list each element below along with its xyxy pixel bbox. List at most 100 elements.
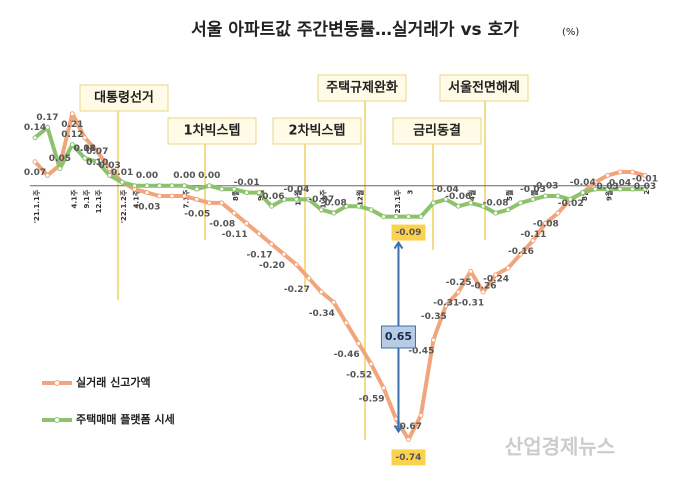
data-label: 0.03	[597, 182, 619, 192]
data-label: -0.26	[471, 281, 497, 291]
point	[32, 159, 38, 165]
point	[605, 186, 611, 192]
event-box	[317, 74, 407, 102]
event-label: 대통령선거	[94, 90, 154, 106]
point	[580, 190, 586, 196]
point	[293, 196, 299, 202]
event-label: 1차빅스텝	[184, 123, 241, 139]
point	[156, 183, 162, 189]
point	[269, 241, 275, 247]
data-label: -0.04	[283, 185, 309, 195]
point	[567, 196, 573, 202]
point	[405, 214, 411, 220]
data-label: -0.08	[321, 199, 347, 209]
data-label: 0.14	[74, 144, 96, 154]
data-label: -0.11	[520, 230, 546, 240]
event-box	[439, 74, 529, 102]
data-label: 0.01	[111, 168, 133, 178]
point	[343, 320, 349, 326]
data-label: 0.12	[61, 130, 83, 140]
data-label: -0.03	[532, 182, 558, 192]
x-tick-label: 5월	[505, 190, 514, 201]
point	[356, 203, 362, 209]
event-box	[272, 117, 362, 145]
data-label: 0.08	[74, 144, 96, 154]
point	[356, 340, 362, 346]
point	[231, 186, 237, 192]
data-label: -0.16	[508, 247, 534, 257]
x-tick-label: 4.1주	[133, 189, 141, 208]
x-tick-label: 9월	[605, 190, 614, 201]
data-label: -0.20	[259, 261, 285, 271]
point	[455, 289, 461, 295]
data-label: -0.08	[533, 220, 559, 230]
data-label: -0.06	[259, 192, 285, 202]
point	[169, 193, 175, 199]
data-label: -0.35	[421, 312, 447, 322]
point	[69, 111, 75, 117]
x-tick-label: 4.1주	[70, 189, 78, 208]
data-label: -0.09	[395, 228, 421, 238]
point	[318, 289, 324, 295]
point	[468, 268, 474, 274]
point	[381, 214, 387, 220]
event-label: 금리동결	[413, 123, 461, 139]
point	[32, 135, 38, 141]
data-label: 0.03	[99, 161, 121, 171]
data-label: -0.03	[135, 203, 161, 213]
data-label: -0.01	[632, 175, 658, 185]
x-tick-label: 2	[643, 190, 651, 195]
highlight-box	[391, 224, 426, 241]
point	[393, 416, 399, 422]
series-line	[33, 111, 646, 442]
data-label: -0.74	[395, 453, 421, 463]
data-label: 0.03	[634, 182, 656, 192]
point	[281, 196, 287, 202]
data-label: -0.52	[346, 371, 372, 381]
x-tick-label: 8월	[231, 190, 240, 201]
data-label: -0.17	[247, 251, 273, 261]
point	[555, 193, 561, 199]
point	[617, 186, 623, 192]
data-label: -0.04	[433, 185, 459, 195]
point	[368, 207, 374, 213]
point	[107, 172, 113, 178]
point	[418, 412, 424, 418]
point	[256, 231, 262, 237]
point	[381, 385, 387, 391]
x-tick-label: 12.1주	[95, 189, 103, 213]
legend-marker	[54, 380, 60, 386]
point	[156, 193, 162, 199]
point	[219, 186, 225, 192]
data-label: -0.25	[446, 278, 472, 288]
point	[318, 207, 324, 213]
point	[480, 203, 486, 209]
x-tick-label: 8월	[580, 190, 589, 201]
point	[169, 183, 175, 189]
point	[430, 200, 436, 206]
point	[194, 186, 200, 192]
point	[69, 142, 75, 148]
point	[468, 200, 474, 206]
point	[542, 220, 548, 226]
data-label: 0.10	[86, 158, 108, 168]
point	[44, 124, 50, 130]
unit-label: (%)	[562, 27, 579, 38]
data-label: -0.06	[445, 192, 471, 202]
x-tick-label: 9.1주	[83, 189, 91, 208]
point	[630, 186, 636, 192]
point	[82, 135, 88, 141]
event-box	[167, 117, 257, 145]
data-label: -0.02	[558, 199, 584, 209]
point	[530, 196, 536, 202]
x-tick-label: 7.1주	[182, 189, 190, 208]
point	[405, 436, 411, 442]
data-label: 0.07	[24, 168, 46, 178]
point	[306, 275, 312, 281]
event-label: 2차빅스텝	[289, 123, 346, 139]
point	[605, 172, 611, 178]
point	[107, 166, 113, 172]
point	[617, 169, 623, 175]
chart-title: 서울 아파트값 주간변동률…실거래가 vs 호가	[191, 20, 519, 40]
